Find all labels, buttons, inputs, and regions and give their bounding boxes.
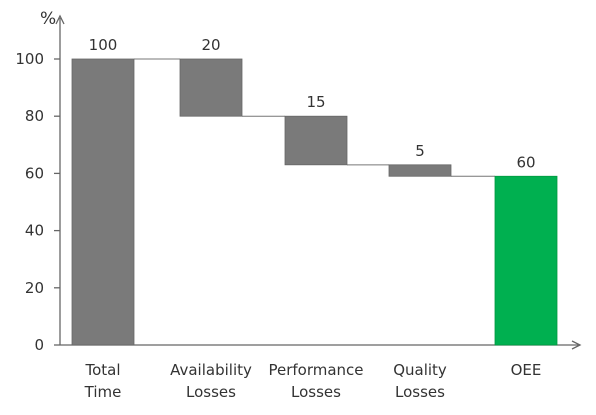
data-label: 20 <box>201 36 220 54</box>
category-label: Losses <box>395 383 445 401</box>
x-axis-arrow <box>571 340 582 350</box>
data-label: 15 <box>306 93 325 111</box>
category-label: Performance <box>268 361 363 379</box>
category-label: Quality <box>393 361 447 379</box>
axes <box>54 14 582 350</box>
data-label: 60 <box>516 153 535 171</box>
category-label: Losses <box>291 383 341 401</box>
data-label: 5 <box>415 142 425 160</box>
category-label: Total <box>84 361 120 379</box>
bar <box>71 58 135 346</box>
category-label: Losses <box>186 383 236 401</box>
connector-lines <box>134 58 495 177</box>
category-label: OEE <box>511 361 542 379</box>
y-tick-label: 60 <box>25 164 44 182</box>
bar <box>284 115 348 166</box>
data-label: 100 <box>89 36 118 54</box>
bar <box>388 164 452 177</box>
category-label: Availability <box>170 361 252 379</box>
category-label: Time <box>84 383 122 401</box>
y-axis-arrow <box>55 14 65 25</box>
y-tick-label: 40 <box>25 222 44 240</box>
y-tick-label: 20 <box>25 279 44 297</box>
y-axis-unit-label: % <box>40 9 56 29</box>
y-tick-label: 100 <box>15 50 44 68</box>
bars <box>71 58 558 346</box>
y-tick-label: 0 <box>34 336 44 354</box>
labels: % 0 20 40 60 80 100 100 20 15 5 60 Total Time Availabi… <box>15 9 541 401</box>
bar <box>494 175 558 346</box>
bar <box>179 58 243 117</box>
y-tick-label: 80 <box>25 107 44 125</box>
